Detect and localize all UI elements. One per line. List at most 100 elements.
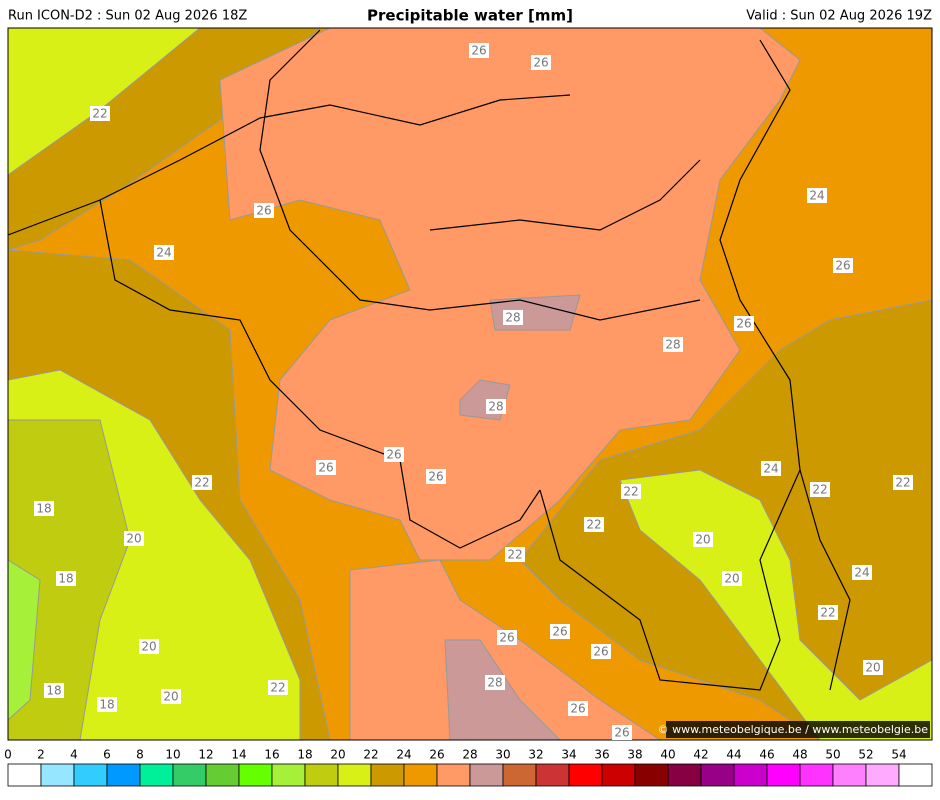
colorbar-tick-label: 10 xyxy=(165,748,180,762)
contour-label-box xyxy=(810,482,830,497)
color-box xyxy=(139,763,174,787)
contour-label-box xyxy=(734,316,754,331)
contour-label-box xyxy=(621,484,641,499)
contour-label: 20 xyxy=(126,532,141,546)
contour-label-box xyxy=(254,203,274,218)
contour-label: 18 xyxy=(36,502,51,516)
colorbar-tick-label: 30 xyxy=(495,748,510,762)
colorbar-tick-label: 18 xyxy=(297,748,312,762)
color-box xyxy=(271,763,306,787)
colorbar-tick-label: 2 xyxy=(37,748,45,762)
colorbar-tick-label: 42 xyxy=(693,748,708,762)
colorbar-tick-label: 48 xyxy=(792,748,807,762)
color-box xyxy=(403,763,438,787)
contour-label-box xyxy=(485,675,505,690)
contour-label: 24 xyxy=(763,462,778,476)
contour-label-box xyxy=(34,501,54,516)
contour-label-box xyxy=(124,531,144,546)
contour-label-box xyxy=(192,475,212,490)
contour-label-box xyxy=(550,624,570,639)
colorbar: 0 2 4 6 8 10 12 14 16 18 20 22 24 26 28 30 32 34 36 38 40 42 4… xyxy=(4,748,933,787)
colorbar-tick-label: 14 xyxy=(231,748,246,762)
colorbar-tick-label: 8 xyxy=(136,748,144,762)
contour-label: 26 xyxy=(256,204,271,218)
contour-label-box xyxy=(833,258,853,273)
contour-label-box xyxy=(44,683,64,698)
contour-label: 22 xyxy=(92,107,107,121)
contour-label-box xyxy=(90,106,110,121)
color-box xyxy=(766,763,801,787)
contour-label: 26 xyxy=(386,448,401,462)
color-box xyxy=(502,763,537,787)
colorbar-tick-label: 52 xyxy=(858,748,873,762)
color-box xyxy=(568,763,603,787)
contour-label-box xyxy=(807,188,827,203)
color-box xyxy=(667,763,702,787)
contour-label: 28 xyxy=(665,338,680,352)
run-info: Run ICON-D2 : Sun 02 Aug 2026 18Z xyxy=(8,9,247,24)
contour-label: 18 xyxy=(99,698,114,712)
colorbar-tick-label: 46 xyxy=(759,748,774,762)
colorbar-tick-label: 50 xyxy=(825,748,840,762)
contour-label: 20 xyxy=(695,533,710,547)
contour-label: 26 xyxy=(318,461,333,475)
contour-label: 28 xyxy=(505,311,520,325)
contour-label-box xyxy=(852,565,872,580)
contour-label: 26 xyxy=(570,702,585,716)
colorbar-tick-label: 4 xyxy=(70,748,78,762)
color-box xyxy=(733,763,768,787)
contour-label-box xyxy=(612,725,632,740)
colorbar-tick-label: 0 xyxy=(4,748,12,762)
contour-label: 20 xyxy=(163,690,178,704)
contour-label-box xyxy=(139,639,159,654)
color-box xyxy=(898,763,933,787)
contour-label: 22 xyxy=(623,485,638,499)
contour-label: 24 xyxy=(156,246,171,260)
colorbar-tick-label: 22 xyxy=(363,748,378,762)
colorbar-tick-label: 28 xyxy=(462,748,477,762)
contour-label-box xyxy=(893,475,913,490)
colorbar-tick-label: 6 xyxy=(103,748,111,762)
color-box xyxy=(700,763,735,787)
contour-label-box xyxy=(497,630,517,645)
colorbar-tick-label: 16 xyxy=(264,748,279,762)
contour-label-box xyxy=(469,43,489,58)
contour-label: 18 xyxy=(46,684,61,698)
contour-label: 18 xyxy=(58,572,73,586)
color-box xyxy=(106,763,141,787)
contour-label-box xyxy=(818,605,838,620)
credit: © www.meteobelgique.be / www.meteobelgie… xyxy=(658,723,929,736)
color-box xyxy=(304,763,339,787)
title: Precipitable water [mm] xyxy=(367,7,573,25)
color-box xyxy=(205,763,240,787)
contour-label-box xyxy=(531,55,551,70)
contour-label: 26 xyxy=(835,259,850,273)
contour-label: 22 xyxy=(270,681,285,695)
color-box xyxy=(535,763,570,787)
contour-label-box xyxy=(161,689,181,704)
color-box xyxy=(7,763,42,787)
contour-label: 20 xyxy=(141,640,156,654)
contour-label: 26 xyxy=(499,631,514,645)
colorbar-tick-label: 36 xyxy=(594,748,609,762)
contour-label: 26 xyxy=(593,645,608,659)
color-box xyxy=(40,763,75,787)
contour-label-box xyxy=(316,460,336,475)
contour-label: 20 xyxy=(865,661,880,675)
color-box xyxy=(370,763,405,787)
colorbar-tick-label: 54 xyxy=(891,748,906,762)
contour-label-box xyxy=(722,571,742,586)
colorbar-tick-label: 34 xyxy=(561,748,576,762)
colorbar-tick-label: 26 xyxy=(429,748,444,762)
contour-label-box xyxy=(503,310,523,325)
contour-label-box xyxy=(505,547,525,562)
contour-label-box xyxy=(97,697,117,712)
contour-label-box xyxy=(693,532,713,547)
contour-label: 24 xyxy=(809,189,824,203)
contour-label-box xyxy=(426,469,446,484)
colorbar-tick-label: 32 xyxy=(528,748,543,762)
color-box xyxy=(865,763,900,787)
contour-label: 22 xyxy=(586,518,601,532)
contour-label: 22 xyxy=(895,476,910,490)
